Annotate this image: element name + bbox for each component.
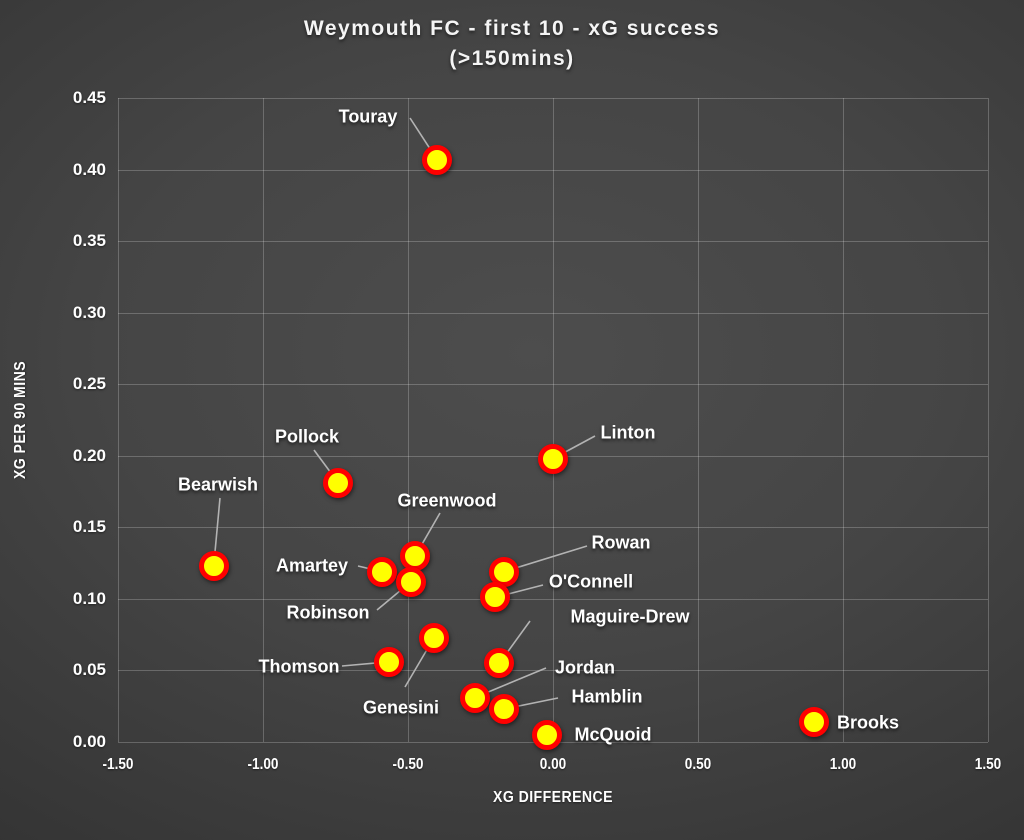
- leader-lines: [212, 117, 596, 710]
- gridline-horizontal: [118, 527, 988, 529]
- gridline-vertical: [843, 98, 844, 742]
- data-point-bearwish: [198, 550, 229, 581]
- data-point-linton: [538, 443, 568, 474]
- data-point-robinson: [395, 566, 426, 597]
- gridline-vertical: [988, 98, 989, 742]
- point-label-jordan: Jordan: [554, 657, 616, 678]
- point-label-brooks: Brooks: [836, 712, 900, 733]
- gridline-vertical: [553, 98, 554, 742]
- chart-title: Weymouth FC - first 10 - xG success (>15…: [0, 14, 1024, 74]
- data-point-pollock: [323, 467, 354, 498]
- y-tick-label: 0.00: [72, 732, 106, 751]
- data-point-amartey: [366, 556, 397, 587]
- y-tick-label: 0.45: [72, 88, 106, 107]
- gridline-horizontal: [118, 169, 988, 171]
- x-tick-label: 1.00: [829, 756, 857, 773]
- gridline-vertical: [408, 98, 409, 742]
- y-tick-label: 0.35: [72, 231, 106, 251]
- gridline-horizontal: [118, 384, 988, 386]
- x-axis-title: XG DIFFERENCE: [493, 789, 613, 806]
- gridline-vertical: [263, 98, 264, 742]
- data-point-o-connell: [480, 582, 510, 613]
- gridline-vertical: [698, 98, 699, 742]
- y-axis-title: XG PER 90 MINS: [12, 360, 29, 480]
- gridline-vertical: [118, 98, 119, 742]
- x-tick-label: 0.50: [684, 756, 712, 773]
- point-label-bearwish: Bearwish: [177, 474, 259, 495]
- x-tick-label: 1.50: [974, 756, 1002, 773]
- gridline-horizontal: [118, 312, 988, 314]
- point-label-maguire-drew: Maguire-Drew: [570, 606, 690, 627]
- y-tick-label: 0.40: [72, 159, 106, 179]
- y-tick-label: 0.30: [72, 302, 106, 322]
- gridline-horizontal: [118, 98, 988, 99]
- point-label-pollock: Pollock: [274, 426, 340, 447]
- y-tick-label: 0.10: [72, 588, 106, 608]
- point-label-hamblin: Hamblin: [571, 686, 643, 707]
- point-label-thomson: Thomson: [258, 656, 340, 677]
- point-label-mcquoid: McQuoid: [574, 724, 652, 745]
- gridline-horizontal: [118, 598, 988, 600]
- x-tick-label: -0.50: [392, 756, 424, 773]
- chart-title-line1: Weymouth FC - first 10 - xG success: [303, 17, 721, 40]
- plot-area: Touray Pollock Bearwish Linton Greenwood Amar…: [118, 98, 989, 750]
- point-label-greenwood: Greenwood: [397, 490, 497, 511]
- data-point-touray: [422, 144, 452, 175]
- x-tick-label: -1.50: [102, 756, 134, 773]
- gridline-horizontal: [118, 670, 988, 672]
- y-tick-label: 0.20: [72, 445, 106, 465]
- x-tick-label: -1.00: [247, 756, 279, 773]
- point-label-genesini: Genesini: [362, 697, 440, 718]
- point-label-o-connell: O'Connell: [548, 571, 634, 592]
- x-tick-label: 0.00: [539, 756, 567, 773]
- point-label-robinson: Robinson: [286, 602, 370, 623]
- data-point-jordan: [459, 682, 490, 713]
- data-point-maguire-drew: [484, 648, 515, 679]
- point-label-rowan: Rowan: [591, 532, 651, 553]
- data-point-hamblin: [488, 694, 519, 725]
- point-label-linton: Linton: [600, 422, 656, 443]
- data-point-mcquoid: [532, 719, 563, 750]
- data-point-brooks: [799, 706, 829, 737]
- chart-title-line2: (>150mins): [449, 47, 575, 70]
- data-point-genesini: [419, 622, 450, 653]
- y-tick-label: 0.25: [72, 374, 106, 394]
- gridline-horizontal: [118, 241, 988, 243]
- point-label-touray: Touray: [338, 106, 398, 127]
- data-point-rowan: [488, 556, 519, 587]
- data-point-thomson: [374, 646, 405, 677]
- y-tick-label: 0.15: [72, 517, 106, 537]
- point-label-amartey: Amartey: [275, 555, 349, 576]
- y-tick-label: 0.05: [72, 660, 106, 680]
